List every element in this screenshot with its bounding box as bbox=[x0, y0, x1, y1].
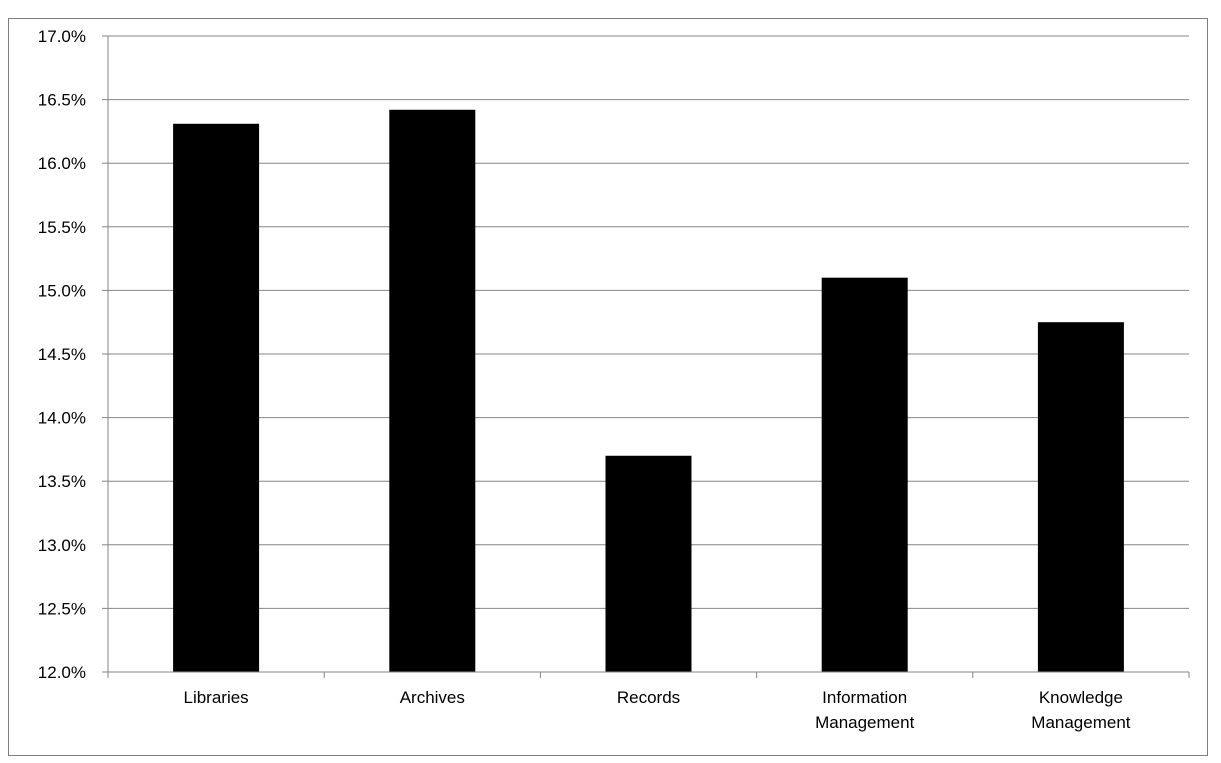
y-tick-label: 13.0% bbox=[38, 536, 86, 555]
bar bbox=[173, 123, 260, 672]
x-tick-label: Archives bbox=[400, 688, 465, 707]
y-tick-label: 13.5% bbox=[38, 472, 86, 491]
y-tick-label: 15.0% bbox=[38, 281, 86, 300]
chart-frame bbox=[8, 18, 1208, 756]
y-tick-label: 16.0% bbox=[38, 154, 86, 173]
bar bbox=[821, 277, 908, 672]
bars bbox=[173, 109, 1124, 672]
x-tick-label: Libraries bbox=[183, 688, 248, 707]
y-tick-label: 15.5% bbox=[38, 218, 86, 237]
y-tick-label: 14.5% bbox=[38, 345, 86, 364]
y-tick-label: 16.5% bbox=[38, 91, 86, 110]
x-tick-labels: Libraries Archives Records Information Manag… bbox=[183, 688, 1130, 732]
y-tick-label: 12.0% bbox=[38, 663, 86, 682]
bar bbox=[1037, 322, 1124, 672]
gridlines bbox=[108, 35, 1189, 609]
axes bbox=[102, 35, 1190, 678]
y-tick-label: 12.5% bbox=[38, 599, 86, 618]
x-tick-label: Records bbox=[617, 688, 680, 707]
y-tick-labels: 12.0% 12.5% 13.0% 13.5% 14.0% 14.5% 15.0% 15.5%… bbox=[38, 27, 86, 682]
x-tick-label: Information Management bbox=[815, 688, 915, 732]
bar bbox=[605, 455, 692, 672]
x-tick-label: Knowledge Management bbox=[1031, 688, 1131, 732]
y-tick-label: 17.0% bbox=[38, 27, 86, 46]
bar bbox=[389, 109, 476, 672]
y-tick-label: 14.0% bbox=[38, 409, 86, 428]
